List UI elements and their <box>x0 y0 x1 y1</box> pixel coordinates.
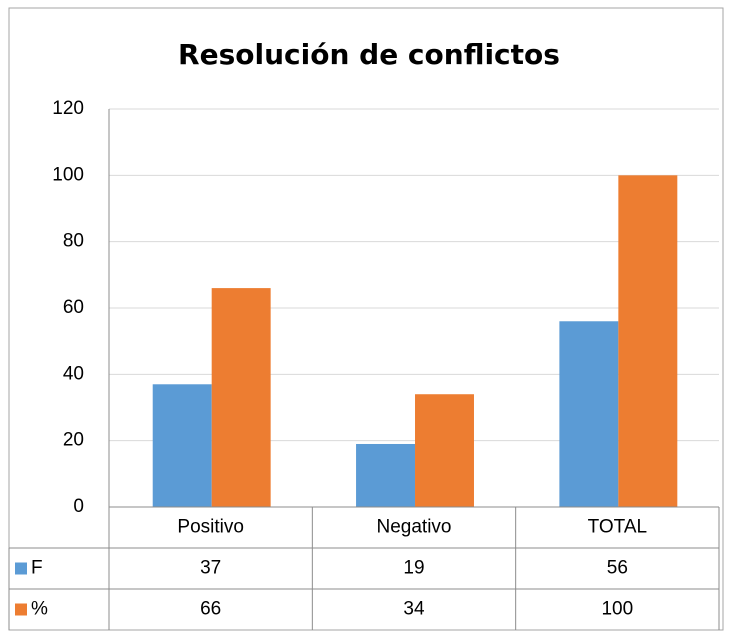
table-value: 66 <box>200 599 221 620</box>
table-value: 34 <box>403 599 425 620</box>
chart-title: Resolución de conflictos <box>178 38 560 71</box>
legend-label: F <box>31 558 43 579</box>
y-tick-label: 100 <box>52 164 84 185</box>
table-value: 37 <box>200 558 221 579</box>
y-tick-label: 60 <box>63 297 84 318</box>
legend-key <box>15 603 27 616</box>
y-tick-label: 120 <box>52 98 84 119</box>
x-tick-label: TOTAL <box>588 517 647 538</box>
table-value: 100 <box>601 599 633 620</box>
bar <box>211 288 271 507</box>
legend-label: % <box>31 599 48 620</box>
y-tick-label: 20 <box>63 430 84 451</box>
bar <box>415 394 474 507</box>
legend-key <box>15 562 27 575</box>
bar <box>559 321 619 507</box>
y-tick-label: 0 <box>73 496 84 517</box>
x-tick-label: Negativo <box>377 517 452 538</box>
table-value: 56 <box>607 558 628 579</box>
chart-border <box>8 7 724 631</box>
y-tick-label: 40 <box>63 363 84 384</box>
bar <box>152 384 212 507</box>
bar <box>618 175 678 508</box>
bar <box>356 443 416 507</box>
table-value: 19 <box>403 558 424 579</box>
y-tick-label: 80 <box>63 231 84 252</box>
x-tick-label: Positivo <box>177 517 244 538</box>
